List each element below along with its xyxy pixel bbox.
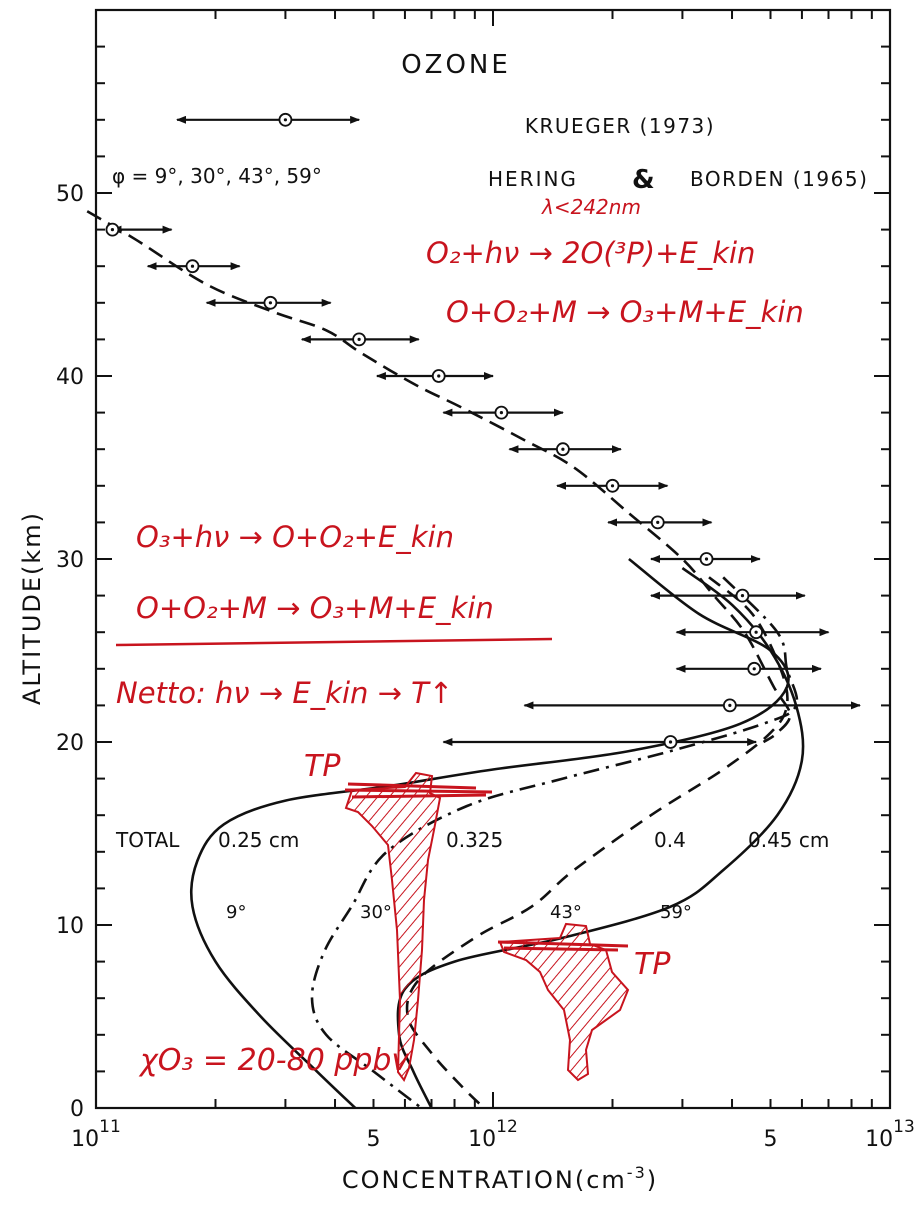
series-line-1 (310, 576, 799, 1110)
annotation-eq2: O+O₂+M → O₃+M+E_kin (446, 295, 804, 329)
x-tick-label: 5 (763, 1127, 777, 1152)
y-tick-label: 10 (56, 914, 84, 939)
axis-ticks: 0 10 20 30 40 50 1011 5 1012 5 1013 (56, 9, 915, 1152)
annotation-lambda: λ<242nm (541, 195, 641, 219)
total-30: 0.325 (446, 828, 503, 852)
krueger-point-center (499, 411, 504, 415)
legend-hering-a: HERING (488, 167, 578, 191)
total-9: 0.25 cm (218, 828, 299, 852)
krueger-point-center (668, 740, 673, 744)
legend-krueger: KRUEGER (1973) (525, 114, 715, 138)
x-tick-label: 1012 (468, 1117, 518, 1152)
underline (115, 637, 553, 647)
annotation-tp-lower: TP (634, 947, 671, 982)
krueger-point-center (740, 594, 745, 598)
krueger-point-center (728, 703, 732, 708)
tp-upper-line (344, 782, 493, 799)
series-label-43: 43° (550, 902, 582, 923)
series-line-4 (86, 210, 792, 744)
y-tick-label: 50 (56, 182, 84, 207)
y-tick-label: 0 (70, 1097, 84, 1122)
total-label: TOTAL (115, 828, 180, 852)
y-tick-label: 20 (56, 731, 84, 756)
y-axis-title: ALTITUDE(km) (18, 511, 46, 705)
series-curves (86, 210, 805, 1110)
annotation-eq5: Netto: hν → E_kin → T↑ (116, 676, 453, 710)
x-tick-label: 5 (366, 1127, 380, 1152)
legend-latitudes: φ = 9°, 30°, 43°, 59° (112, 164, 322, 188)
series-label-9: 9° (226, 902, 246, 923)
handwritten-annotations: λ<242nm O₂+hν → 2O(³P)+E_kin O+O₂+M → O₃… (115, 195, 804, 1082)
krueger-point-center (268, 301, 273, 305)
krueger-point-center (190, 264, 195, 268)
krueger-point-center (754, 630, 758, 634)
series-label-30: 30° (360, 902, 392, 923)
krueger-point-center (437, 374, 441, 378)
series-label-59: 59° (660, 902, 692, 923)
annotation-tp-upper: TP (304, 749, 341, 784)
total-43: 0.4 (654, 828, 686, 852)
annotation-eq1: O₂+hν → 2O(³P)+E_kin (426, 236, 755, 270)
y-tick-label: 40 (56, 365, 84, 390)
krueger-point-center (656, 520, 660, 525)
annotation-eq4: O+O₂+M → O₃+M+E_kin (136, 591, 494, 625)
legend-hering-borden-sample (176, 112, 361, 127)
tp-upper-shape (344, 771, 442, 1082)
tp-lower-line (497, 940, 629, 952)
krueger-points (105, 222, 861, 749)
krueger-point-center (357, 337, 361, 341)
legend-hering-b: BORDEN (1965) (690, 167, 868, 191)
legend-ampersand: & (632, 165, 655, 195)
tp-lower-shape (498, 922, 630, 1082)
krueger-point-center (610, 484, 615, 488)
annotation-eq3: O₃+hν → O+O₂+E_kin (136, 520, 454, 554)
krueger-point-center (752, 667, 756, 671)
total-59: 0.45 cm (748, 828, 829, 852)
x-tick-label: 1013 (865, 1117, 915, 1152)
y-tick-label: 30 (56, 548, 84, 573)
krueger-point-center (561, 447, 565, 451)
chart-title: OZONE (401, 50, 511, 80)
annotation-mixing-ratio: χO₃ = 20-80 ppbv (138, 1043, 410, 1078)
krueger-point-center (110, 228, 115, 232)
x-axis-title: CONCENTRATION(cm-3) (342, 1163, 658, 1194)
krueger-point-center (704, 557, 709, 561)
series-line-3 (396, 567, 805, 1109)
x-tick-label: 1011 (71, 1117, 121, 1152)
